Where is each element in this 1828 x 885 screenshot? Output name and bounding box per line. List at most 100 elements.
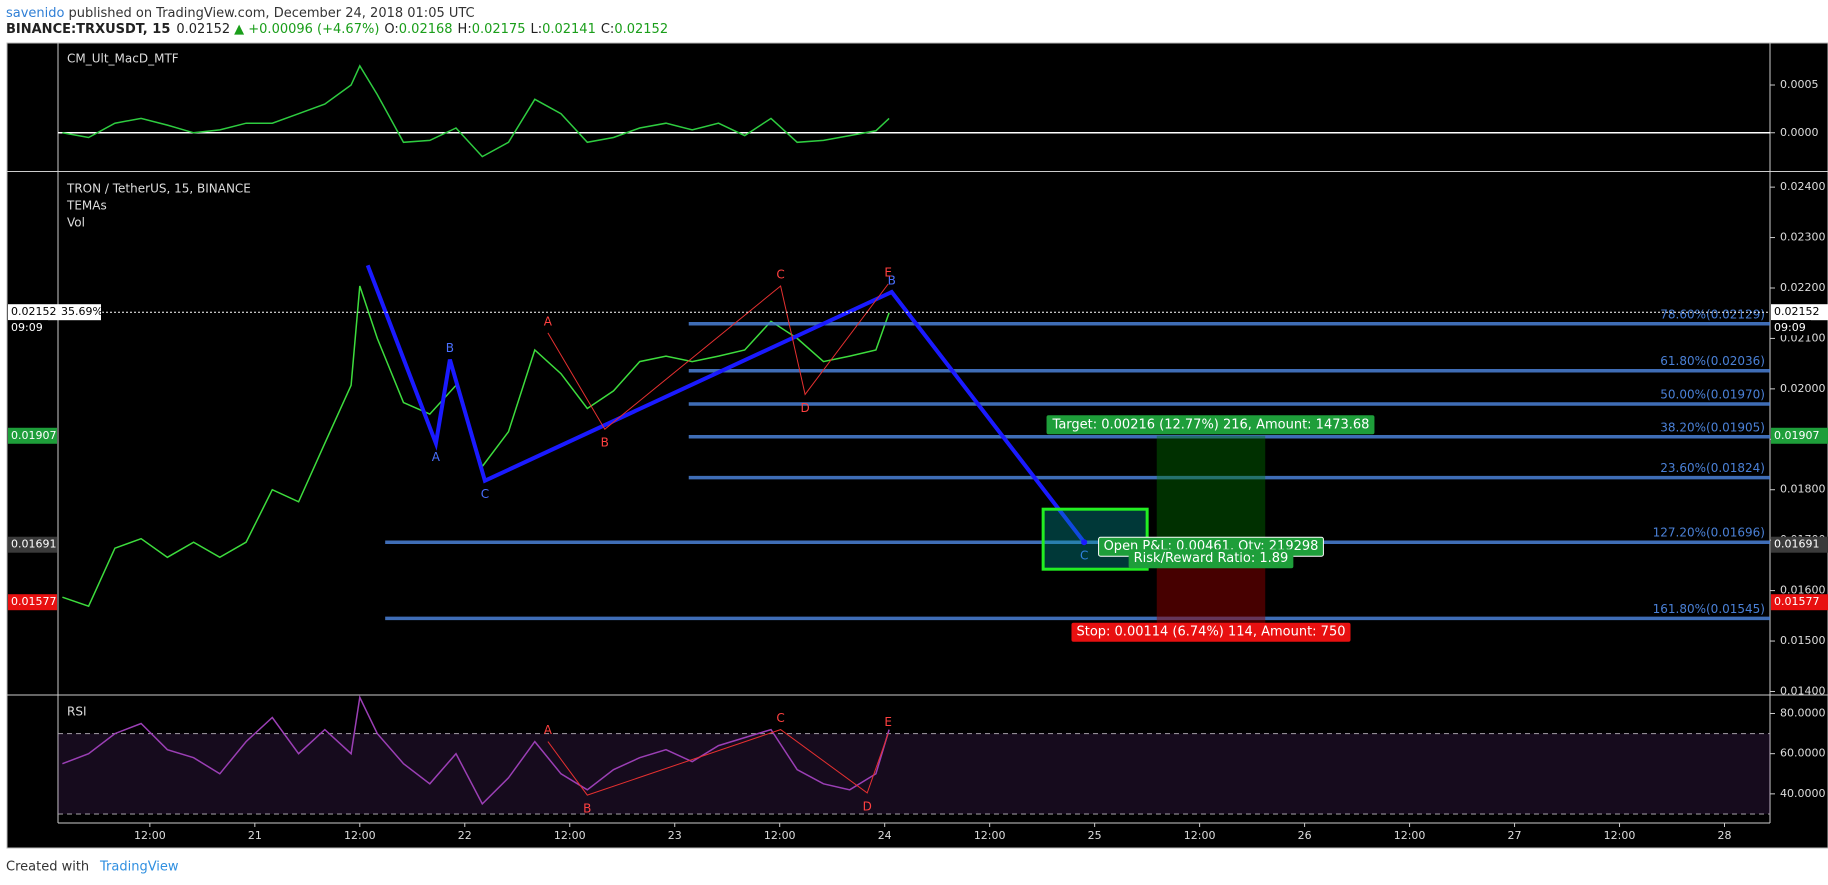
- y-tick-label: 0.02200: [1780, 281, 1826, 294]
- ratio-label-box: [1128, 549, 1294, 569]
- axis-marker: 0.01691: [1774, 538, 1820, 551]
- pattern-label: A: [544, 314, 553, 328]
- y-tick-label: 0.02000: [1780, 382, 1826, 395]
- y-tick-label: 60.0000: [1780, 747, 1826, 760]
- x-tick-label: 12:00: [554, 829, 586, 842]
- x-tick-label: 22: [458, 829, 472, 842]
- pattern-line: [547, 729, 889, 796]
- fib-label: 161.80%(0.01545): [1653, 602, 1765, 616]
- fib-label: 61.80%(0.02036): [1660, 354, 1765, 368]
- change-label-box: [57, 304, 101, 321]
- footer-brand[interactable]: TradingView: [99, 860, 179, 875]
- ratio-label: Risk/Reward Ratio: 1.89: [1134, 551, 1289, 566]
- pattern-label: A: [432, 450, 441, 464]
- y-tick-label: 0.02400: [1780, 180, 1826, 193]
- axis-marker-box: [1771, 536, 1828, 553]
- pattern-point: [1081, 539, 1088, 546]
- pattern-label: E: [884, 715, 892, 729]
- axis-marker-box: [8, 536, 57, 553]
- stop-label: Stop: 0.00114 (6.74%) 114, Amount: 750: [1076, 625, 1345, 640]
- symbol: BINANCE:TRXUSDT, 15: [6, 22, 170, 37]
- countdown-box: [1771, 320, 1811, 336]
- pattern-line: [365, 264, 1086, 544]
- x-tick-label: 27: [1508, 829, 1522, 842]
- current-price-label: 0.02152: [1774, 305, 1820, 318]
- axis-marker-box: [8, 427, 57, 444]
- pattern-label: E: [884, 265, 892, 279]
- ohlc-key: O:: [384, 22, 398, 37]
- x-tick-label: 28: [1718, 829, 1732, 842]
- header-line-1: savenido published on TradingView.com, De…: [6, 6, 475, 21]
- x-tick-label: 12:00: [1394, 829, 1426, 842]
- published: published on TradingView.com, December 2…: [69, 6, 475, 21]
- ohlc-value: 0.02152: [614, 22, 668, 37]
- ohlc-key: C:: [601, 22, 614, 37]
- x-tick-label: 12:00: [764, 829, 796, 842]
- pattern-label: C: [776, 267, 784, 281]
- pattern-label: B: [601, 436, 609, 450]
- pattern-label: C: [776, 711, 784, 725]
- author: savenido: [6, 6, 65, 21]
- fib-label: 23.60%(0.01824): [1660, 461, 1765, 475]
- target-zone: [1156, 435, 1266, 545]
- fib-label: 127.20%(0.01696): [1653, 526, 1765, 540]
- x-tick-label: 21: [248, 829, 262, 842]
- y-tick-label: 80.0000: [1780, 706, 1826, 719]
- pattern-label: B: [888, 274, 896, 288]
- axis-marker-box: [8, 594, 57, 611]
- ohlc-value: 0.02168: [399, 22, 453, 37]
- series-line: [62, 694, 890, 806]
- pattern-label: C: [481, 487, 489, 501]
- series-line: [62, 64, 890, 158]
- x-tick-label: 12:00: [134, 829, 166, 842]
- change-label: 35.69%: [61, 305, 103, 318]
- ohlc-value: 0.02175: [472, 22, 526, 37]
- pattern-label: C: [1080, 549, 1088, 563]
- x-tick-label: 12:00: [344, 829, 376, 842]
- countdown: 09:09: [11, 321, 43, 334]
- y-tick-label: 0.01800: [1780, 483, 1826, 496]
- target-label-box: [1046, 415, 1375, 435]
- header-line-2: BINANCE:TRXUSDT, 15 0.02152 ▲ +0.00096 (+4…: [6, 22, 668, 37]
- pane-title: CM_Ult_MacD_MTF: [67, 52, 179, 66]
- pattern-label: A: [544, 723, 553, 737]
- axis-marker-box: [1771, 427, 1828, 444]
- x-tick-label: 12:00: [1604, 829, 1636, 842]
- y-tick-label: 40.0000: [1780, 787, 1826, 800]
- current-price-label-box: [1771, 304, 1828, 321]
- pane-legend-item: Vol: [67, 216, 85, 230]
- pattern-label: D: [863, 799, 872, 813]
- change: ▲ +0.00096 (+4.67%): [234, 22, 379, 37]
- ohlc-value: 0.02141: [542, 22, 596, 37]
- stop-label-box: [1071, 622, 1351, 642]
- x-tick-label: 26: [1298, 829, 1312, 842]
- pane-title: RSI: [67, 705, 87, 719]
- pane-title: TRON / TetherUS, 15, BINANCE: [66, 182, 251, 196]
- axis-marker: 0.01907: [1774, 429, 1820, 442]
- axis-marker: 0.01907: [11, 429, 57, 442]
- fib-label: 50.00%(0.01970): [1660, 387, 1765, 401]
- pane-legend-item: TEMAs: [66, 199, 107, 213]
- y-tick-label: 0.01500: [1780, 634, 1826, 647]
- x-tick-label: 24: [878, 829, 892, 842]
- x-tick-label: 12:00: [1184, 829, 1216, 842]
- y-tick-label: 0.01400: [1780, 684, 1826, 697]
- axis-marker: 0.01691: [11, 538, 57, 551]
- chart-frame: [6, 42, 1828, 849]
- pattern-line: [547, 283, 889, 430]
- y-tick-label: 0.0005: [1780, 78, 1819, 91]
- y-tick-label: 0.02300: [1780, 231, 1826, 244]
- y-tick-label: 0.0000: [1780, 126, 1819, 139]
- pattern-label: D: [800, 401, 809, 415]
- rsi-band-fill: [58, 733, 1770, 814]
- x-tick-label: 12:00: [974, 829, 1006, 842]
- ohlc-key: L:: [530, 22, 542, 37]
- x-tick-label: 25: [1088, 829, 1102, 842]
- target-label: Target: 0.00216 (12.77%) 216, Amount: 14…: [1052, 417, 1370, 432]
- ohlc-key: H:: [458, 22, 472, 37]
- fib-label: 38.20%(0.01905): [1660, 420, 1765, 434]
- current-price-label: 0.02152: [11, 305, 57, 318]
- y-tick-label: 0.01600: [1780, 584, 1826, 597]
- axis-marker: 0.01577: [11, 595, 57, 608]
